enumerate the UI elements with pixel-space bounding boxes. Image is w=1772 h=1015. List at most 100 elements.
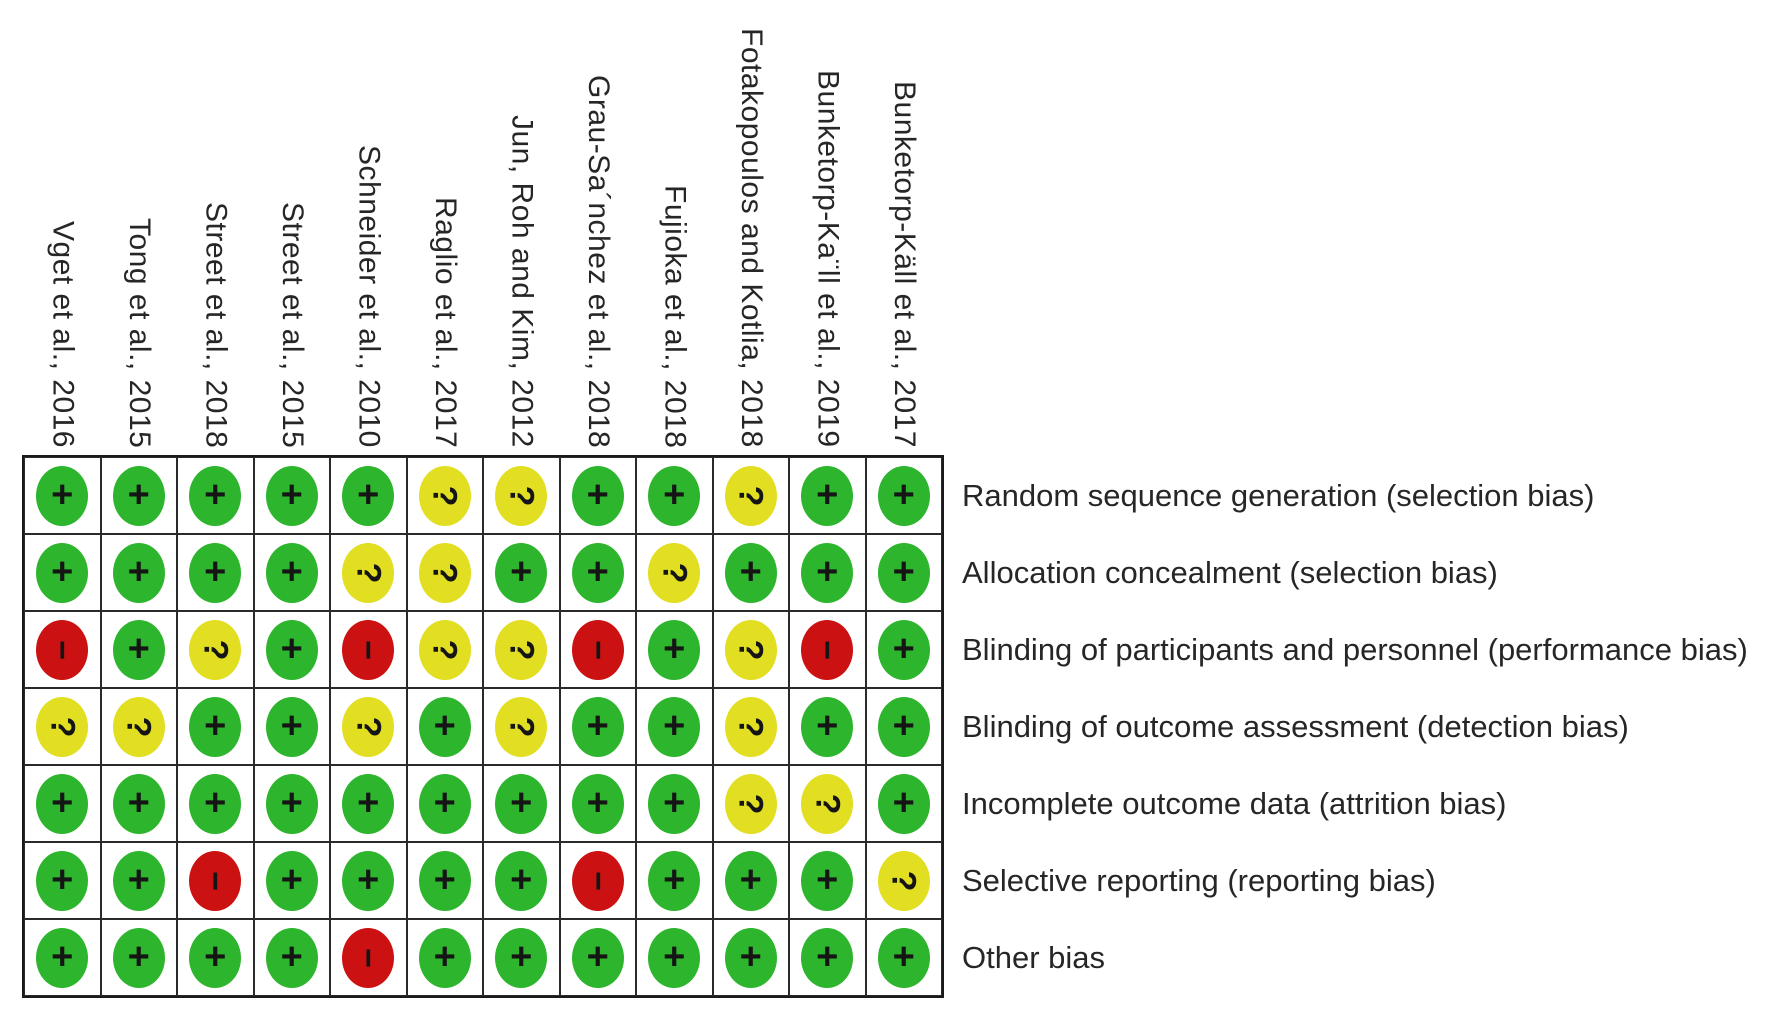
plus-symbol: + bbox=[127, 858, 150, 901]
rating-cell: + bbox=[712, 534, 789, 611]
rating-cell: ? bbox=[483, 611, 560, 688]
low-risk-icon: + bbox=[495, 927, 548, 988]
rating-cell: + bbox=[559, 919, 636, 996]
low-risk-icon: + bbox=[189, 542, 242, 603]
rating-cell: ? bbox=[712, 688, 789, 765]
question-symbol: ? bbox=[502, 485, 541, 506]
plus-symbol: + bbox=[663, 473, 686, 516]
low-risk-icon: + bbox=[265, 850, 318, 911]
plus-symbol: + bbox=[204, 781, 227, 824]
rating-cell: ? bbox=[865, 842, 942, 919]
rating-cell: + bbox=[636, 842, 713, 919]
unclear-risk-icon: ? bbox=[112, 696, 165, 757]
rating-cell: + bbox=[483, 765, 560, 842]
rating-cell: + bbox=[559, 688, 636, 765]
rating-cell: − bbox=[789, 611, 866, 688]
unclear-risk-icon: ? bbox=[724, 696, 777, 757]
plus-symbol: + bbox=[357, 858, 380, 901]
study-label: Bunketorp-Käll et al., 2017 bbox=[887, 80, 921, 448]
low-risk-icon: + bbox=[418, 696, 471, 757]
rating-cell: + bbox=[406, 765, 483, 842]
rating-cell: + bbox=[100, 611, 177, 688]
low-risk-icon: + bbox=[724, 850, 777, 911]
plus-symbol: + bbox=[739, 935, 762, 978]
question-symbol: ? bbox=[502, 639, 541, 660]
high-risk-icon: − bbox=[571, 619, 624, 680]
plus-symbol: + bbox=[280, 781, 303, 824]
low-risk-icon: + bbox=[112, 850, 165, 911]
question-symbol: ? bbox=[349, 716, 388, 737]
rating-cell: + bbox=[865, 688, 942, 765]
rating-cell: ? bbox=[789, 765, 866, 842]
rating-cell: + bbox=[100, 842, 177, 919]
plus-symbol: + bbox=[510, 550, 533, 593]
question-symbol: ? bbox=[43, 716, 82, 737]
domain-label: Random sequence generation (selection bi… bbox=[962, 477, 1595, 513]
rating-cell: + bbox=[789, 919, 866, 996]
low-risk-icon: + bbox=[189, 465, 242, 526]
plus-symbol: + bbox=[816, 550, 839, 593]
rating-cell: ? bbox=[24, 688, 101, 765]
rating-cell: + bbox=[330, 457, 407, 534]
low-risk-icon: + bbox=[877, 927, 930, 988]
high-risk-icon: − bbox=[571, 850, 624, 911]
rating-cell: − bbox=[559, 611, 636, 688]
rating-cell: + bbox=[406, 842, 483, 919]
low-risk-icon: + bbox=[571, 465, 624, 526]
plus-symbol: + bbox=[51, 550, 74, 593]
rating-cell: + bbox=[406, 919, 483, 996]
rating-cell: − bbox=[330, 611, 407, 688]
rating-cell: + bbox=[253, 611, 330, 688]
plus-symbol: + bbox=[739, 550, 762, 593]
question-symbol: ? bbox=[425, 485, 464, 506]
unclear-risk-icon: ? bbox=[189, 619, 242, 680]
plus-symbol: + bbox=[280, 858, 303, 901]
low-risk-icon: + bbox=[648, 696, 701, 757]
rating-cell: + bbox=[789, 688, 866, 765]
rating-cell: ? bbox=[406, 611, 483, 688]
low-risk-icon: + bbox=[265, 696, 318, 757]
unclear-risk-icon: ? bbox=[724, 465, 777, 526]
low-risk-icon: + bbox=[571, 773, 624, 834]
question-symbol: ? bbox=[731, 485, 770, 506]
plus-symbol: + bbox=[433, 781, 456, 824]
rating-cell: + bbox=[177, 765, 254, 842]
minus-symbol: − bbox=[196, 870, 235, 891]
unclear-risk-icon: ? bbox=[418, 542, 471, 603]
plus-symbol: + bbox=[127, 550, 150, 593]
question-symbol: ? bbox=[884, 870, 923, 891]
rating-cell: + bbox=[253, 842, 330, 919]
minus-symbol: − bbox=[349, 947, 388, 968]
low-risk-icon: + bbox=[112, 619, 165, 680]
low-risk-icon: + bbox=[801, 696, 854, 757]
rating-cell: + bbox=[253, 765, 330, 842]
plus-symbol: + bbox=[204, 550, 227, 593]
question-symbol: ? bbox=[808, 793, 847, 814]
rating-cell: + bbox=[177, 534, 254, 611]
low-risk-icon: + bbox=[571, 927, 624, 988]
low-risk-icon: + bbox=[801, 465, 854, 526]
plus-symbol: + bbox=[280, 935, 303, 978]
plus-symbol: + bbox=[433, 858, 456, 901]
plus-symbol: + bbox=[433, 704, 456, 747]
plus-symbol: + bbox=[127, 935, 150, 978]
rating-cell: ? bbox=[483, 457, 560, 534]
high-risk-icon: − bbox=[189, 850, 242, 911]
study-label: Street et al., 2015 bbox=[275, 201, 309, 448]
rating-cell: + bbox=[559, 765, 636, 842]
domain-label: Incomplete outcome data (attrition bias) bbox=[962, 785, 1507, 821]
low-risk-icon: + bbox=[877, 773, 930, 834]
rating-cell: + bbox=[865, 919, 942, 996]
rating-cell: ? bbox=[636, 534, 713, 611]
study-label: Bunketorp-Ka¨ll et al., 2019 bbox=[811, 70, 845, 448]
rating-cell: + bbox=[712, 842, 789, 919]
plus-symbol: + bbox=[127, 473, 150, 516]
rating-cell: ? bbox=[712, 457, 789, 534]
study-label: Jun, Roh and Kim, 2012 bbox=[505, 115, 539, 448]
low-risk-icon: + bbox=[648, 927, 701, 988]
rating-cell: ? bbox=[330, 534, 407, 611]
rating-cell: + bbox=[559, 534, 636, 611]
rating-cell: + bbox=[865, 611, 942, 688]
plus-symbol: + bbox=[892, 627, 915, 670]
plus-symbol: + bbox=[816, 473, 839, 516]
